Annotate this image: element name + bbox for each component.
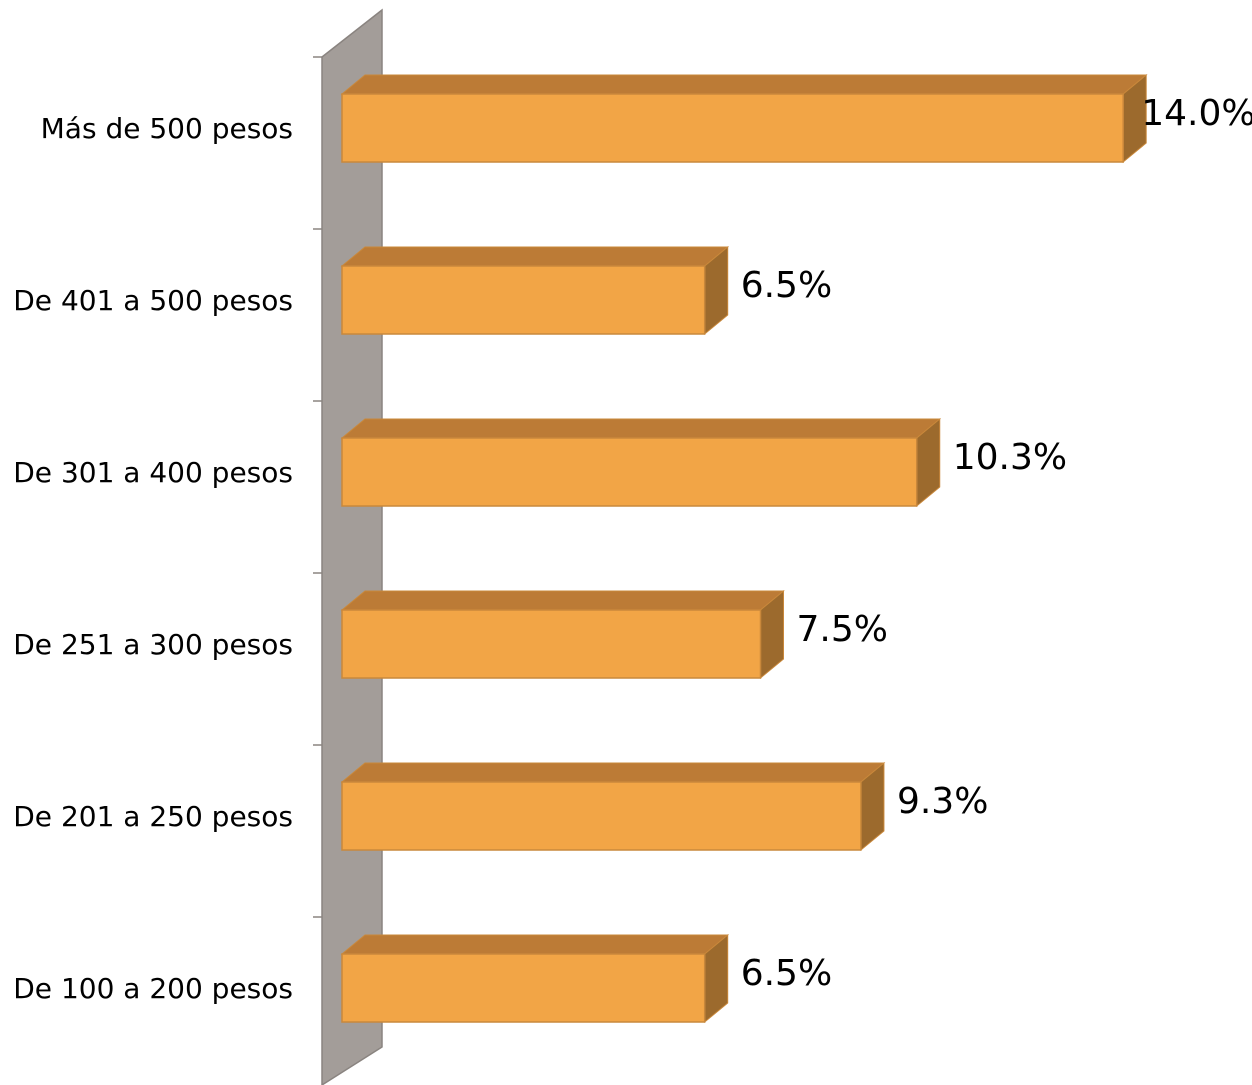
bar-front-face [341,93,1124,163]
value-label: 6.5% [741,953,832,994]
axis-wall-face [321,8,383,1085]
bar [340,417,942,508]
category-label: De 301 a 400 pesos [13,456,293,489]
bar-top-face [340,762,886,783]
value-label: 9.3% [897,781,988,822]
bar-top-face [340,246,730,267]
value-label: 10.3% [953,437,1067,478]
bar-front-face [341,781,862,851]
category-label: De 100 a 200 pesos [13,972,293,1005]
bar-top-face [340,590,785,611]
category-label: De 251 a 300 pesos [13,628,293,661]
value-label: 14.0% [1141,93,1252,134]
value-label: 6.5% [741,265,832,306]
bar-front-face [341,609,762,679]
bar-top-face [340,934,730,955]
axis-ticks [313,56,322,918]
bar-front-face [341,437,918,507]
bar [340,933,730,1024]
category-labels: De 100 a 200 pesos De 201 a 250 pesos De 2… [13,112,293,1005]
bars [340,73,1148,1024]
category-label: De 401 a 500 pesos [13,284,293,317]
bar [340,761,886,852]
category-label: De 201 a 250 pesos [13,800,293,833]
bar-front-face [341,265,706,335]
bar [340,73,1148,164]
bar-top-face [340,418,942,439]
bar [340,589,785,680]
value-label: 7.5% [797,609,888,650]
bar [340,245,730,336]
axis-wall [321,8,383,1085]
bar-front-face [341,953,706,1023]
value-labels: 6.5% 9.3% 7.5% 10.3% 6.5% 14.0% [741,93,1252,994]
category-label: Más de 500 pesos [41,112,293,145]
bar-top-face [340,74,1148,95]
